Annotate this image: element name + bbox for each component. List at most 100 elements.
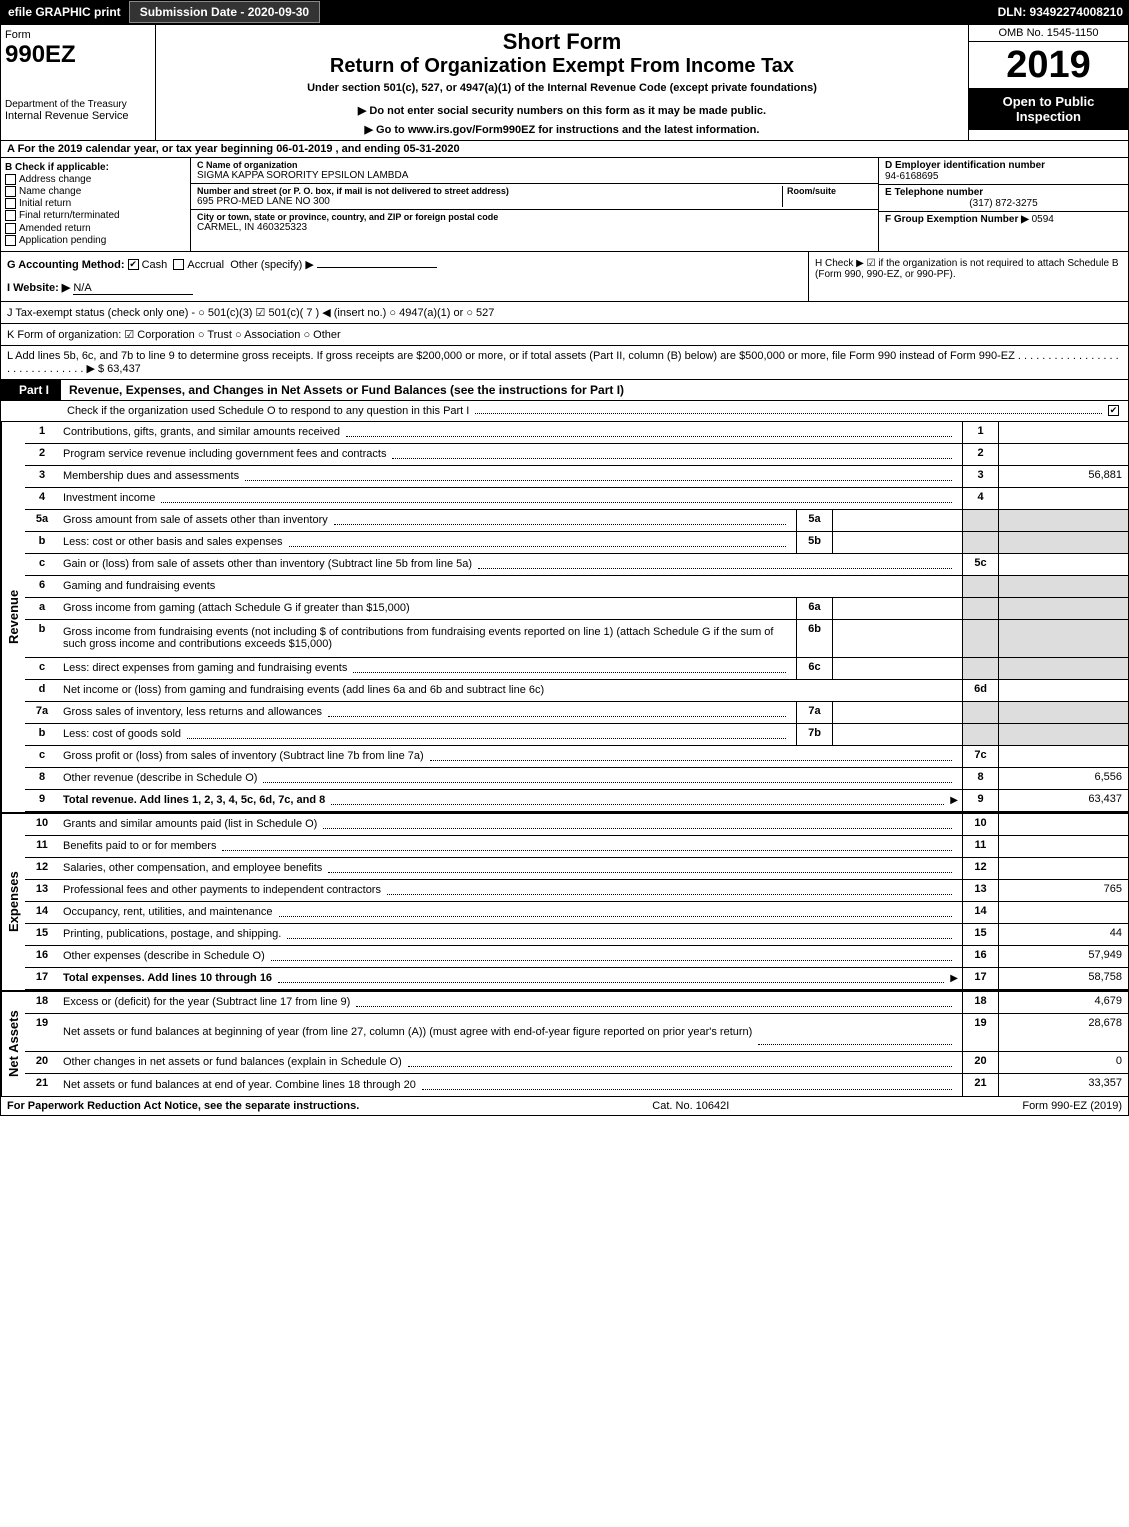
tax-year: 2019: [969, 42, 1128, 88]
block-bcd: B Check if applicable: Address change Na…: [0, 158, 1129, 252]
row-j-tax-exempt: J Tax-exempt status (check only one) - ○…: [0, 302, 1129, 324]
cb-application-pending[interactable]: Application pending: [5, 235, 186, 246]
header-left: Form 990EZ Department of the Treasury In…: [1, 25, 156, 140]
line-18: 18 Excess or (deficit) for the year (Sub…: [25, 992, 1128, 1014]
line-16: 16 Other expenses (describe in Schedule …: [25, 946, 1128, 968]
line-3-value: 56,881: [998, 466, 1128, 487]
submission-date: Submission Date - 2020-09-30: [129, 1, 320, 23]
line-5c-value: [998, 554, 1128, 575]
line-15-value: 44: [998, 924, 1128, 945]
dept-treasury: Department of the Treasury: [5, 99, 151, 110]
line-5a: 5a Gross amount from sale of assets othe…: [25, 510, 1128, 532]
line-12-value: [998, 858, 1128, 879]
section-h: H Check ▶ ☑ if the organization is not r…: [808, 252, 1128, 301]
line-7a: 7a Gross sales of inventory, less return…: [25, 702, 1128, 724]
revenue-section: Revenue 1 Contributions, gifts, grants, …: [0, 422, 1129, 812]
efile-label[interactable]: efile GRAPHIC print: [0, 5, 129, 19]
form-version: Form 990-EZ (2019): [1022, 1100, 1122, 1112]
gross-receipts-amount: $ 63,437: [98, 363, 141, 375]
cb-schedule-o[interactable]: [1108, 405, 1119, 416]
line-10: 10 Grants and similar amounts paid (list…: [25, 814, 1128, 836]
line-13-value: 765: [998, 880, 1128, 901]
net-assets-label: Net Assets: [1, 992, 25, 1096]
telephone-value: (317) 872-3275: [885, 198, 1122, 209]
line-6: 6 Gaming and fundraising events: [25, 576, 1128, 598]
page-footer: For Paperwork Reduction Act Notice, see …: [0, 1097, 1129, 1116]
catalog-number: Cat. No. 10642I: [359, 1100, 1022, 1112]
telephone-label: E Telephone number: [885, 187, 1122, 198]
line-5b: b Less: cost or other basis and sales ex…: [25, 532, 1128, 554]
line-12: 12 Salaries, other compensation, and emp…: [25, 858, 1128, 880]
group-exemption-label: F Group Exemption Number ▶: [885, 214, 1029, 225]
line-2: 2 Program service revenue including gove…: [25, 444, 1128, 466]
line-17-value: 58,758: [998, 968, 1128, 989]
group-exemption-value: 0594: [1032, 214, 1054, 225]
line-4-value: [998, 488, 1128, 509]
part-1-title: Revenue, Expenses, and Changes in Net As…: [61, 383, 1128, 397]
form-number: 990EZ: [5, 41, 151, 69]
cb-final-return[interactable]: Final return/terminated: [5, 210, 186, 221]
org-name-label: C Name of organization: [197, 160, 872, 170]
city-state-zip: CARMEL, IN 460325323: [197, 222, 872, 233]
part-1-tag: Part I: [1, 380, 61, 400]
row-a-tax-year: A For the 2019 calendar year, or tax yea…: [0, 141, 1129, 158]
cb-name-change[interactable]: Name change: [5, 186, 186, 197]
form-header: Form 990EZ Department of the Treasury In…: [0, 24, 1129, 141]
revenue-label: Revenue: [1, 422, 25, 812]
line-5c: c Gain or (loss) from sale of assets oth…: [25, 554, 1128, 576]
line-21-value: 33,357: [998, 1074, 1128, 1096]
line-6d: d Net income or (loss) from gaming and f…: [25, 680, 1128, 702]
line-6b: b Gross income from fundraising events (…: [25, 620, 1128, 658]
line-16-value: 57,949: [998, 946, 1128, 967]
g-label: G Accounting Method:: [7, 259, 125, 271]
net-assets-section: Net Assets 18 Excess or (deficit) for th…: [0, 990, 1129, 1097]
ein-value: 94-6168695: [885, 171, 1122, 182]
cb-initial-return[interactable]: Initial return: [5, 198, 186, 209]
form-label: Form: [5, 29, 151, 41]
line-14-value: [998, 902, 1128, 923]
cb-amended-return[interactable]: Amended return: [5, 223, 186, 234]
line-19: 19 Net assets or fund balances at beginn…: [25, 1014, 1128, 1052]
cb-cash[interactable]: [128, 259, 139, 270]
line-8-value: 6,556: [998, 768, 1128, 789]
cb-address-change[interactable]: Address change: [5, 174, 186, 185]
line-15: 15 Printing, publications, postage, and …: [25, 924, 1128, 946]
i-label: I Website: ▶: [7, 282, 70, 294]
section-b: B Check if applicable: Address change Na…: [1, 158, 191, 251]
line-9: 9 Total revenue. Add lines 1, 2, 3, 4, 5…: [25, 790, 1128, 812]
line-18-value: 4,679: [998, 992, 1128, 1013]
header-center: Short Form Return of Organization Exempt…: [156, 25, 968, 140]
line-6a: a Gross income from gaming (attach Sched…: [25, 598, 1128, 620]
line-1: 1 Contributions, gifts, grants, and simi…: [25, 422, 1128, 444]
line-1-value: [998, 422, 1128, 443]
section-g: G Accounting Method: Cash Accrual Other …: [1, 252, 808, 301]
line-9-value: 63,437: [998, 790, 1128, 811]
line-4: 4 Investment income 4: [25, 488, 1128, 510]
irs-label: Internal Revenue Service: [5, 110, 151, 122]
section-c: C Name of organization SIGMA KAPPA SOROR…: [191, 158, 878, 251]
arrow-icon: ▶: [950, 973, 958, 984]
line-3: 3 Membership dues and assessments 3 56,8…: [25, 466, 1128, 488]
row-gh: G Accounting Method: Cash Accrual Other …: [0, 252, 1129, 302]
line-13: 13 Professional fees and other payments …: [25, 880, 1128, 902]
part-1-header: Part I Revenue, Expenses, and Changes in…: [0, 380, 1129, 401]
line-21: 21 Net assets or fund balances at end of…: [25, 1074, 1128, 1096]
row-k-form-org: K Form of organization: ☑ Corporation ○ …: [0, 324, 1129, 346]
header-right: OMB No. 1545-1150 2019 Open to Public In…: [968, 25, 1128, 140]
cb-accrual[interactable]: [173, 259, 184, 270]
goto-link[interactable]: ▶ Go to www.irs.gov/Form990EZ for instru…: [160, 123, 964, 136]
g-other-input[interactable]: [317, 267, 437, 268]
line-20-value: 0: [998, 1052, 1128, 1073]
website-value: N/A: [73, 282, 193, 295]
line-14: 14 Occupancy, rent, utilities, and maint…: [25, 902, 1128, 924]
line-11-value: [998, 836, 1128, 857]
line-7c-value: [998, 746, 1128, 767]
ein-label: D Employer identification number: [885, 160, 1122, 171]
expenses-section: Expenses 10 Grants and similar amounts p…: [0, 812, 1129, 990]
section-b-label: B Check if applicable:: [5, 162, 186, 173]
omb-number: OMB No. 1545-1150: [969, 25, 1128, 42]
line-7c: c Gross profit or (loss) from sales of i…: [25, 746, 1128, 768]
line-2-value: [998, 444, 1128, 465]
line-8: 8 Other revenue (describe in Schedule O)…: [25, 768, 1128, 790]
city-label: City or town, state or province, country…: [197, 212, 872, 222]
